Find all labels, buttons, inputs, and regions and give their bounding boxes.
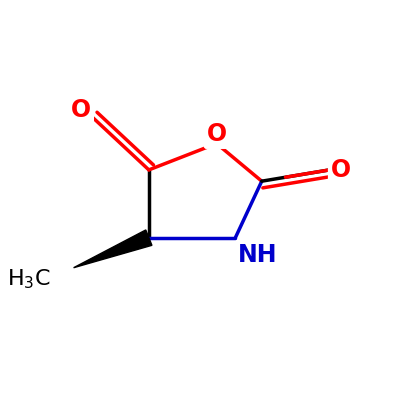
Text: H$_3$C: H$_3$C bbox=[7, 267, 51, 291]
Text: NH: NH bbox=[238, 242, 278, 266]
Text: O: O bbox=[206, 122, 227, 146]
Text: O: O bbox=[331, 158, 351, 182]
Text: O: O bbox=[71, 98, 91, 122]
Polygon shape bbox=[74, 230, 152, 268]
